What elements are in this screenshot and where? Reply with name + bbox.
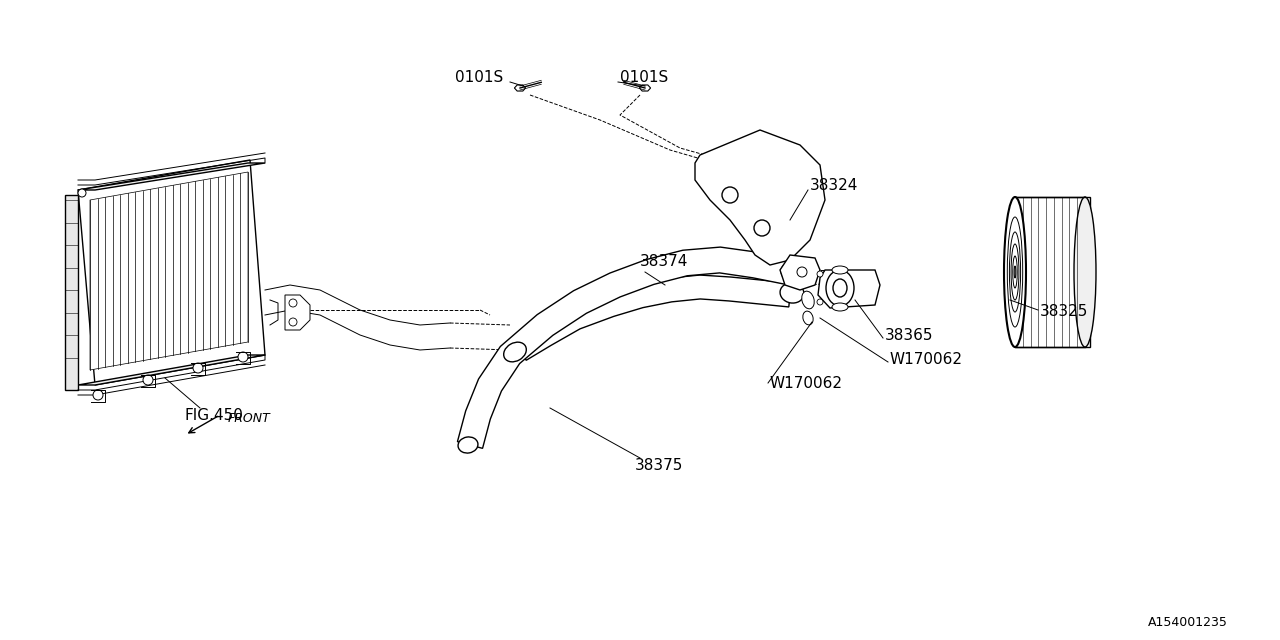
Text: FRONT: FRONT (228, 412, 271, 424)
Ellipse shape (1074, 197, 1096, 347)
Ellipse shape (1014, 266, 1016, 278)
Polygon shape (780, 255, 820, 290)
Text: 0101S: 0101S (620, 70, 668, 86)
Text: A154001235: A154001235 (1148, 616, 1228, 628)
Polygon shape (65, 195, 78, 390)
Text: 38375: 38375 (635, 458, 684, 472)
Polygon shape (818, 270, 881, 308)
Circle shape (817, 271, 823, 277)
Circle shape (289, 299, 297, 307)
Circle shape (193, 363, 204, 373)
Polygon shape (90, 172, 248, 370)
Ellipse shape (1012, 256, 1018, 288)
Ellipse shape (826, 270, 854, 306)
Polygon shape (78, 355, 265, 385)
Ellipse shape (833, 279, 847, 297)
Polygon shape (457, 247, 792, 449)
Polygon shape (1015, 197, 1091, 347)
Polygon shape (78, 163, 265, 190)
Ellipse shape (503, 342, 526, 362)
Polygon shape (515, 85, 526, 91)
Circle shape (797, 267, 806, 277)
Ellipse shape (1007, 217, 1023, 327)
Ellipse shape (1010, 232, 1020, 312)
Text: W170062: W170062 (771, 376, 844, 390)
Text: 0101S: 0101S (454, 70, 503, 86)
Text: 38324: 38324 (810, 177, 859, 193)
Circle shape (143, 375, 154, 385)
Text: W170062: W170062 (890, 353, 963, 367)
Ellipse shape (780, 283, 804, 303)
Circle shape (78, 189, 86, 197)
Circle shape (238, 352, 248, 362)
Circle shape (722, 187, 739, 203)
Circle shape (817, 299, 823, 305)
Polygon shape (78, 160, 265, 385)
Ellipse shape (458, 437, 477, 453)
Polygon shape (640, 85, 650, 91)
Ellipse shape (781, 262, 805, 282)
Ellipse shape (801, 291, 814, 309)
Ellipse shape (832, 303, 849, 311)
Polygon shape (285, 295, 310, 330)
Circle shape (754, 220, 771, 236)
Polygon shape (513, 275, 791, 360)
Text: 38374: 38374 (640, 255, 689, 269)
Circle shape (93, 390, 102, 400)
Text: 38325: 38325 (1039, 305, 1088, 319)
Ellipse shape (1011, 244, 1019, 300)
Polygon shape (695, 130, 826, 265)
Ellipse shape (832, 266, 849, 274)
Ellipse shape (1004, 197, 1027, 347)
Text: FIG.450: FIG.450 (186, 408, 244, 422)
Text: 38365: 38365 (884, 328, 933, 342)
Circle shape (289, 318, 297, 326)
Ellipse shape (803, 311, 813, 325)
